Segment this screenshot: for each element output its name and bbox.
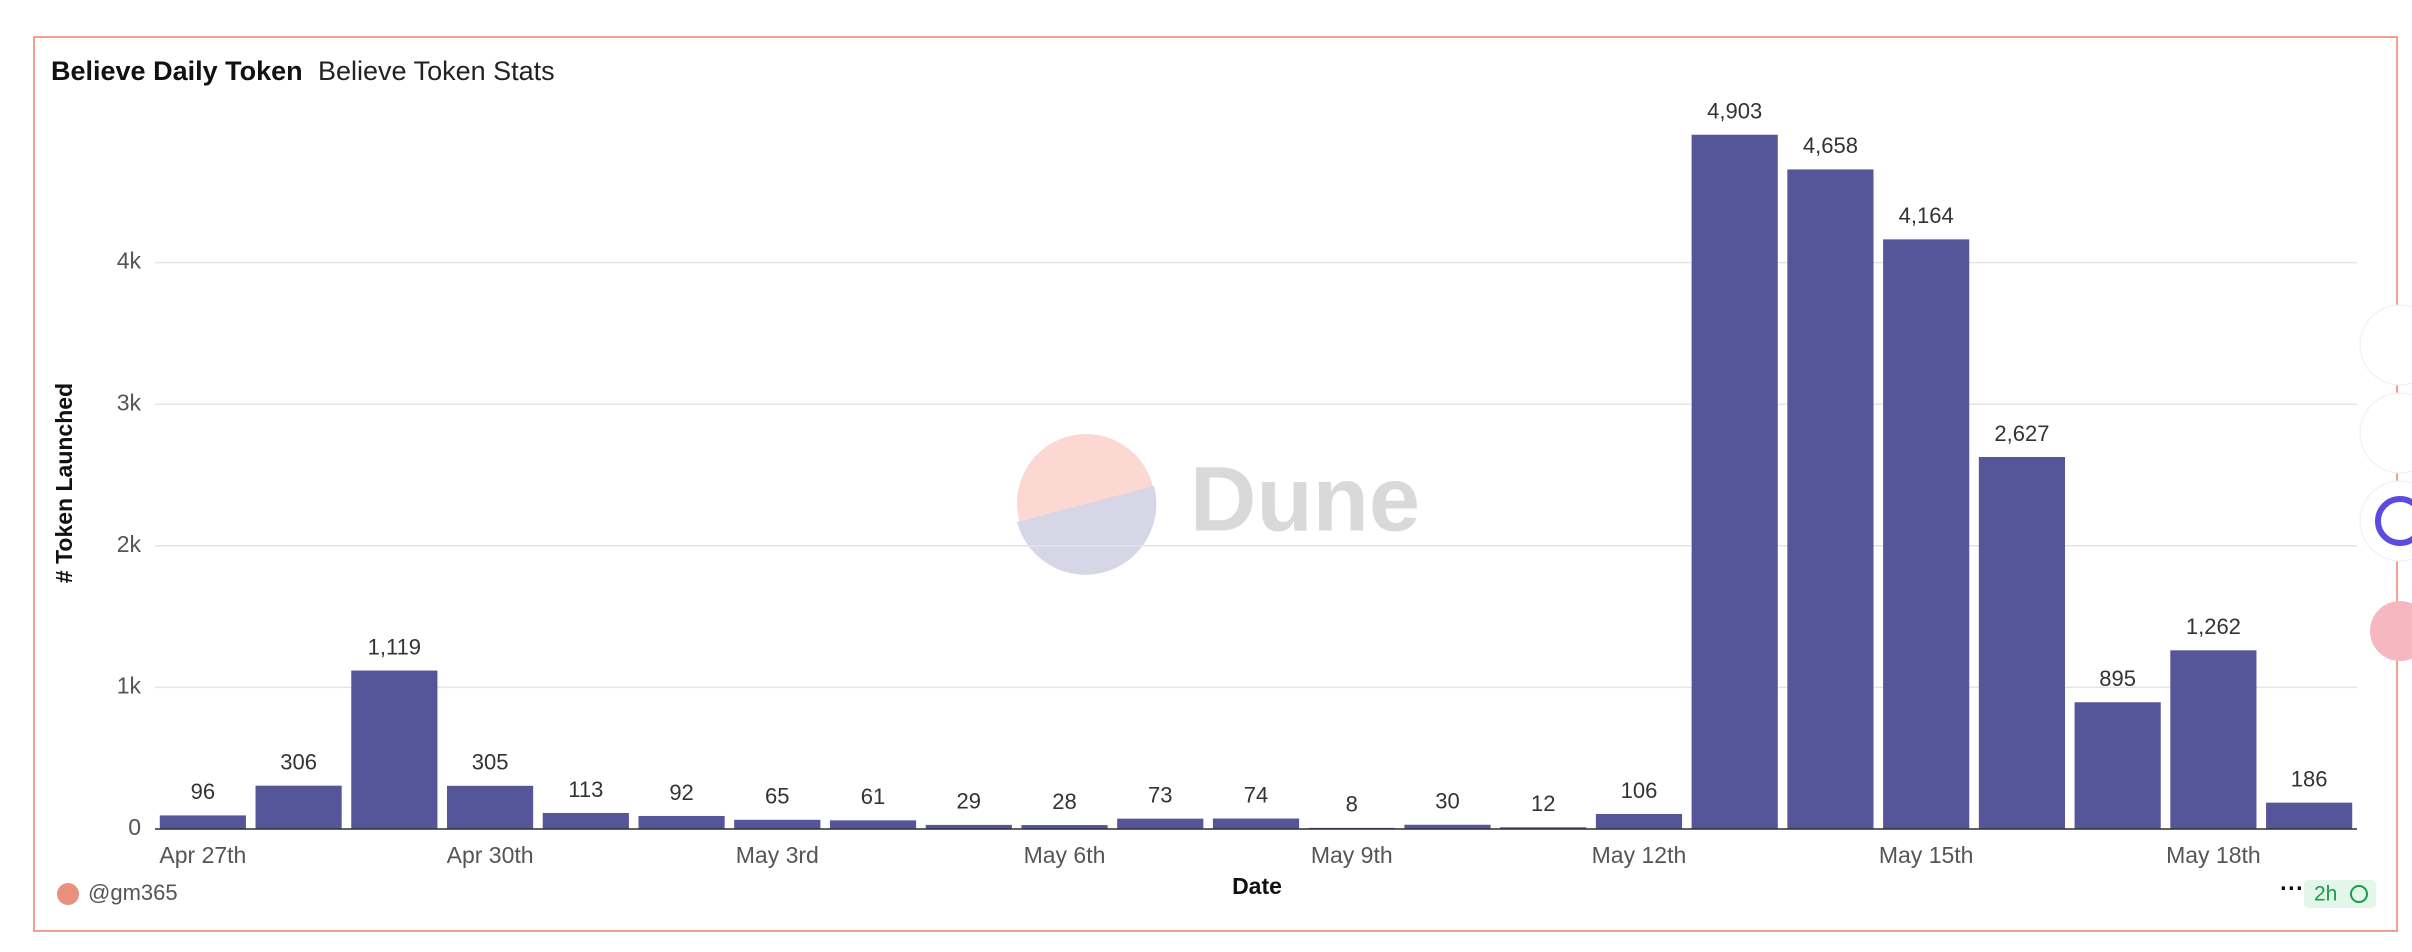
value-label: 2,627 [1994,421,2049,446]
value-label: 113 [568,777,603,802]
bar [1021,825,1108,829]
value-label: 74 [1244,782,1268,807]
bar [1212,818,1300,829]
side-toolbar [2359,304,2412,661]
value-label: 4,903 [1707,99,1762,124]
x-tick-label: Apr 27th [159,842,246,868]
bar [1883,239,1970,830]
value-label: 29 [957,789,981,814]
value-label: 106 [1621,778,1658,803]
value-label: 61 [861,784,885,809]
bar [638,815,725,829]
value-label: 73 [1148,782,1172,807]
side-icon [2375,496,2412,546]
updated-time: 2h [2314,883,2337,906]
y-tick-label: 1k [117,672,142,698]
bar [542,812,629,829]
bar [925,824,1012,829]
x-tick-label: May 18th [2166,842,2261,868]
bar [734,819,821,829]
value-label: 4,658 [1803,133,1858,158]
value-label: 305 [472,750,509,775]
side-button[interactable] [2370,601,2412,661]
value-label: 1,262 [2186,614,2241,639]
x-tick-label: May 3rd [736,842,819,868]
bar [351,670,438,829]
updated-icon [2350,885,2368,903]
value-label: 4,164 [1899,203,1954,228]
side-button[interactable] [2359,304,2412,386]
bar [447,785,534,829]
y-axis-label: # Token Launched [51,383,77,583]
author-avatar [57,883,79,905]
watermark: Dune [1017,434,1420,575]
value-label: 1,119 [368,634,421,659]
value-label: 30 [1435,789,1459,814]
value-label: 28 [1052,789,1076,814]
bar [2074,702,2161,829]
chart-subtitle: Believe Token Stats [318,56,555,86]
value-label: 12 [1531,791,1555,816]
x-tick-label: May 15th [1879,842,1974,868]
watermark-text: Dune [1190,448,1420,550]
bar [1691,134,1778,829]
x-tick-label: May 12th [1592,842,1687,868]
bar [255,785,342,829]
value-label: 65 [765,784,789,809]
bar [829,820,917,829]
bar [1404,824,1491,829]
bar [1978,457,2065,829]
x-axis-label: Date [1232,873,1282,899]
y-tick-label: 0 [128,814,141,840]
author[interactable]: @gm365 [88,880,178,905]
x-tick-label: Apr 30th [447,842,534,868]
side-button[interactable] [2359,392,2412,474]
y-tick-label: 2k [117,531,142,557]
bar [2266,802,2353,829]
x-tick-label: May 6th [1024,842,1106,868]
bar [1787,169,1874,830]
y-tick-label: 4k [117,248,142,274]
more-menu[interactable]: ··· [2280,875,2304,902]
bar [159,815,246,829]
bar [1117,818,1204,829]
y-tick-label: 3k [117,389,142,415]
bar [1595,813,1683,829]
value-label: 96 [191,779,215,804]
value-label: 895 [2099,666,2136,691]
value-label: 92 [669,780,693,805]
bar [2170,650,2257,829]
bar [1500,827,1587,829]
chart-title: Believe Daily Token [51,56,303,86]
x-tick-label: May 9th [1311,842,1393,868]
value-label: 186 [2291,766,2328,791]
value-label: 306 [280,749,317,774]
watermark-logo-half [1017,486,1157,575]
value-label: 8 [1346,792,1358,817]
